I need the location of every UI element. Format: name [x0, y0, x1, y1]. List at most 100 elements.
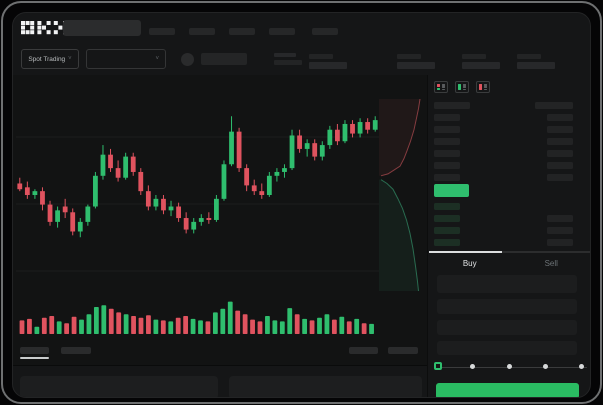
nav-item[interactable]: [149, 28, 175, 35]
amount-column-header-skeleton: [535, 102, 573, 109]
market-mode-selector[interactable]: Spot Trading ˅: [21, 49, 79, 69]
slider-stop[interactable]: [506, 364, 512, 369]
price-change-skeleton: [274, 60, 302, 65]
book-icon-lines: [462, 84, 466, 90]
bottom-action[interactable]: [349, 347, 378, 354]
depth-chart[interactable]: [379, 99, 429, 291]
order-form: [437, 275, 577, 355]
pair-dropdown[interactable]: ˅: [86, 49, 166, 69]
book-icon-bar: [479, 84, 482, 90]
slider-stop[interactable]: [470, 364, 476, 369]
book-icon-lines: [441, 84, 445, 90]
candlestick-chart[interactable]: [16, 99, 379, 291]
stat-label-skeleton: [462, 54, 486, 59]
line: [483, 88, 487, 90]
ask-amount-skeleton: [547, 174, 573, 181]
orderbook-header: [434, 102, 573, 109]
order-form-field[interactable]: [437, 320, 577, 335]
ask-row[interactable]: [434, 114, 573, 121]
stat-value-skeleton: [462, 62, 500, 69]
bottom-action[interactable]: [388, 347, 418, 354]
bid-row[interactable]: [434, 227, 573, 234]
ask-price-skeleton: [434, 114, 460, 121]
bid-amount-skeleton: [547, 203, 573, 210]
bid-amount-skeleton: [547, 215, 573, 222]
line: [441, 84, 445, 86]
nav-item[interactable]: [269, 28, 295, 35]
book-bids-icon[interactable]: [455, 81, 469, 93]
nav-item[interactable]: [229, 28, 255, 35]
stat-label-skeleton: [397, 54, 421, 59]
line: [462, 84, 466, 86]
line: [441, 88, 445, 90]
ask-row[interactable]: [434, 138, 573, 145]
book-icon-lines: [483, 84, 487, 90]
stat-value-skeleton: [309, 62, 347, 69]
orderbook-view-toggles: [434, 81, 490, 93]
price-skeleton: [274, 53, 296, 57]
ask-price-skeleton: [434, 138, 460, 145]
stat-group: [309, 54, 347, 69]
ask-row[interactable]: [434, 150, 573, 157]
bid-row[interactable]: [434, 239, 573, 246]
book-icon-bar: [437, 84, 440, 90]
history-panel-skeleton: [229, 376, 422, 397]
order-form-field[interactable]: [437, 275, 577, 293]
ask-half: [437, 84, 440, 87]
book-combined-icon[interactable]: [434, 81, 448, 93]
order-form-field[interactable]: [437, 341, 577, 355]
book-asks-icon[interactable]: [476, 81, 490, 93]
active-tab-underline: [20, 357, 49, 359]
stat-group: [517, 54, 555, 69]
stat-label-skeleton: [517, 54, 541, 59]
bid-price-skeleton: [434, 239, 460, 246]
ask-amount-skeleton: [547, 138, 573, 145]
line: [462, 86, 466, 88]
line: [483, 86, 487, 88]
ask-row[interactable]: [434, 162, 573, 169]
last-price-badge[interactable]: [434, 184, 469, 197]
line: [462, 88, 466, 90]
bid-row[interactable]: [434, 215, 573, 222]
buy-submit-button[interactable]: [436, 383, 579, 397]
ask-amount-skeleton: [547, 114, 573, 121]
tab-sell[interactable]: Sell: [544, 258, 558, 268]
market-mode-label: Spot Trading: [28, 55, 66, 63]
search-input[interactable]: [63, 20, 141, 36]
divider: [427, 75, 428, 397]
ask-amount-skeleton: [547, 150, 573, 157]
tab-buy[interactable]: Buy: [462, 258, 477, 268]
ask-row[interactable]: [434, 174, 573, 181]
slider-stop[interactable]: [579, 364, 584, 369]
ask-rows: [434, 114, 573, 186]
stat-group: [462, 54, 500, 69]
amount-slider[interactable]: [434, 362, 587, 372]
stat-value-skeleton: [397, 62, 435, 69]
bid-row[interactable]: [434, 203, 573, 210]
bid-price-skeleton: [434, 203, 460, 210]
ask-price-skeleton: [434, 150, 460, 157]
slider-stop[interactable]: [542, 364, 548, 369]
ask-row[interactable]: [434, 126, 573, 133]
ask-price-skeleton: [434, 126, 460, 133]
pair-name-skeleton: [201, 53, 247, 65]
ask-price-skeleton: [434, 162, 460, 169]
trading-app-window: Spot Trading ˅ ˅ ▥˅ƒ˅∿✎⊙↻▢: [12, 12, 591, 398]
ask-amount-skeleton: [547, 162, 573, 169]
bottom-tab[interactable]: [20, 347, 49, 354]
price-column-header-skeleton: [434, 102, 470, 109]
bottom-tab[interactable]: [61, 347, 91, 354]
volume-chart[interactable]: [19, 296, 376, 336]
nav-item[interactable]: [189, 28, 215, 35]
okx-logo: [21, 21, 67, 35]
coin-icon: [181, 53, 194, 66]
bid-half: [437, 87, 440, 90]
asks-bar: [479, 84, 482, 90]
divider: [13, 365, 427, 366]
slider-handle[interactable]: [434, 362, 442, 370]
order-form-field[interactable]: [437, 299, 577, 314]
nav-item[interactable]: [312, 28, 338, 35]
bid-rows: [434, 203, 573, 251]
bid-price-skeleton: [434, 227, 460, 234]
line: [483, 84, 487, 86]
